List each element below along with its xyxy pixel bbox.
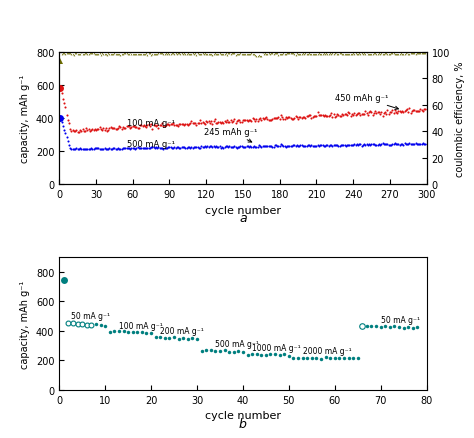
Text: 245 mAh g⁻¹: 245 mAh g⁻¹: [204, 127, 257, 143]
Text: a: a: [239, 212, 247, 225]
Y-axis label: capacity, mAh g⁻¹: capacity, mAh g⁻¹: [20, 280, 30, 368]
Text: 200 mA g⁻¹: 200 mA g⁻¹: [160, 327, 204, 336]
X-axis label: cycle number: cycle number: [205, 410, 281, 420]
Text: 50 mA g⁻¹: 50 mA g⁻¹: [71, 311, 109, 320]
Y-axis label: capacity, mAh g⁻¹: capacity, mAh g⁻¹: [20, 74, 30, 162]
Text: 450 mAh g⁻¹: 450 mAh g⁻¹: [335, 94, 399, 110]
Text: 500 mA g⁻¹: 500 mA g⁻¹: [215, 339, 259, 349]
Text: 500 mA g⁻¹: 500 mA g⁻¹: [127, 140, 174, 149]
Text: 100 mA g⁻¹: 100 mA g⁻¹: [127, 119, 174, 128]
Text: 2000 mA g⁻¹: 2000 mA g⁻¹: [302, 346, 351, 355]
Y-axis label: coulombic efficiency, %: coulombic efficiency, %: [456, 61, 465, 177]
Text: b: b: [239, 417, 247, 430]
Text: 1000 mA g⁻¹: 1000 mA g⁻¹: [252, 343, 301, 352]
Text: 100 mA g⁻¹: 100 mA g⁻¹: [119, 321, 163, 330]
Text: 50 mA g⁻¹: 50 mA g⁻¹: [381, 315, 419, 324]
X-axis label: cycle number: cycle number: [205, 205, 281, 215]
